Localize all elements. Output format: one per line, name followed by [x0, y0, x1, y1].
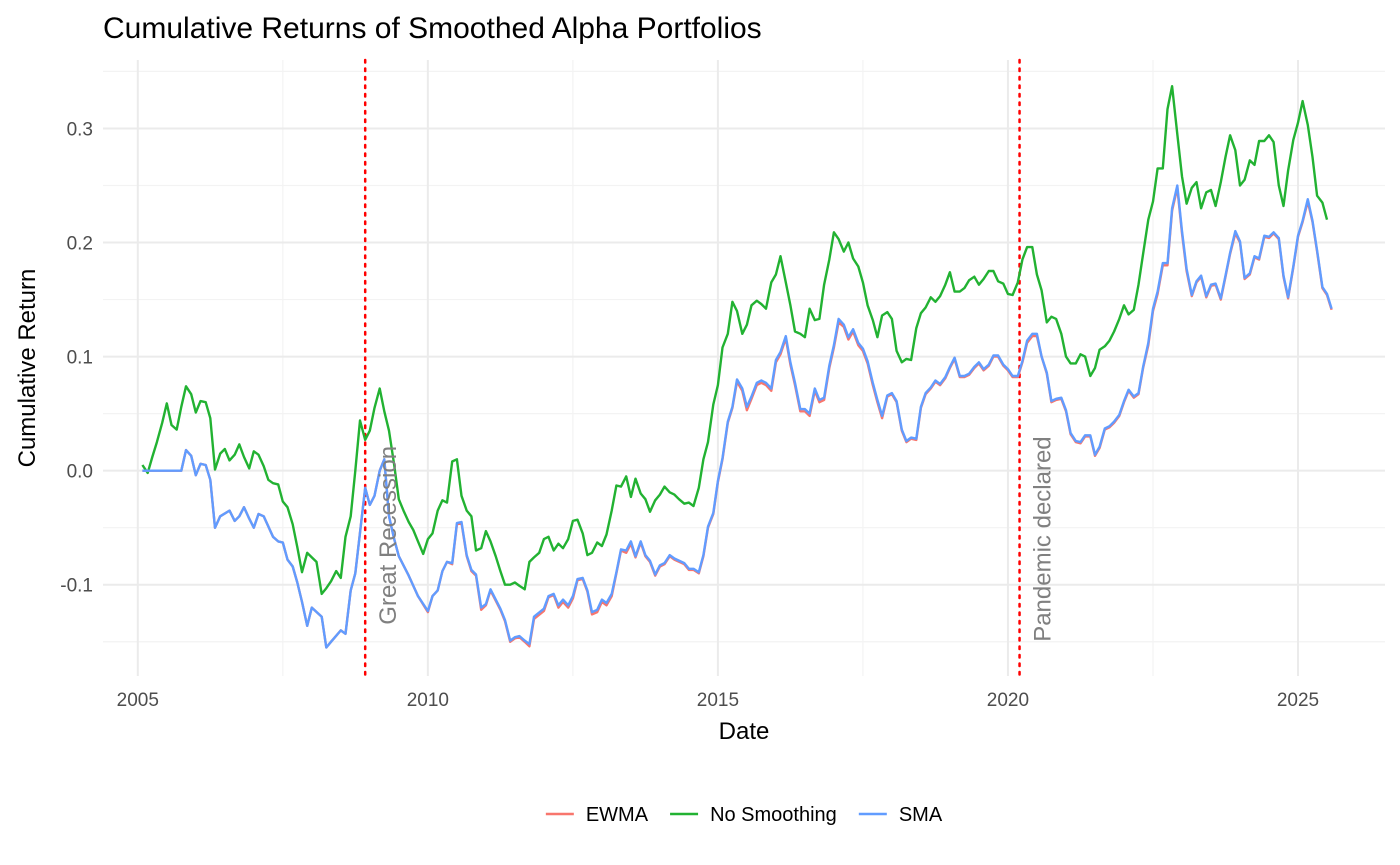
y-tick-label: 0.3	[67, 119, 93, 140]
x-axis-ticks: 2005 2010 2015 2020 2025	[117, 690, 1319, 711]
y-tick-label: 0.2	[67, 234, 93, 255]
chart-title: Cumulative Returns of Smoothed Alpha Por…	[103, 12, 762, 45]
series-line-no-smoothing	[141, 85, 1329, 596]
minor-gridlines	[103, 60, 1385, 676]
x-tick-label: 2015	[697, 690, 739, 711]
x-tick-label: 2005	[117, 690, 159, 711]
x-tick-label: 2020	[987, 690, 1029, 711]
series-lines	[141, 85, 1333, 649]
y-axis-title: Cumulative Return	[14, 269, 41, 468]
legend-label: EWMA	[586, 804, 649, 826]
y-tick-label: 0.1	[67, 348, 93, 369]
event-label: Great Recession	[375, 446, 402, 625]
x-tick-label: 2025	[1277, 690, 1319, 711]
y-tick-label: 0.0	[67, 462, 93, 483]
event-labels: Great Recession Pandemic declared	[375, 436, 1056, 641]
legend-label: SMA	[899, 804, 943, 826]
legend: EWMA No Smoothing SMA	[545, 804, 943, 826]
y-axis-ticks: -0.1 0.0 0.1 0.2 0.3	[60, 119, 93, 596]
event-label: Pandemic declared	[1030, 436, 1057, 641]
series-line-sma	[142, 184, 1333, 649]
x-axis-title: Date	[719, 718, 770, 745]
y-tick-label: -0.1	[60, 576, 93, 597]
legend-label: No Smoothing	[710, 804, 837, 826]
x-tick-label: 2010	[407, 690, 449, 711]
